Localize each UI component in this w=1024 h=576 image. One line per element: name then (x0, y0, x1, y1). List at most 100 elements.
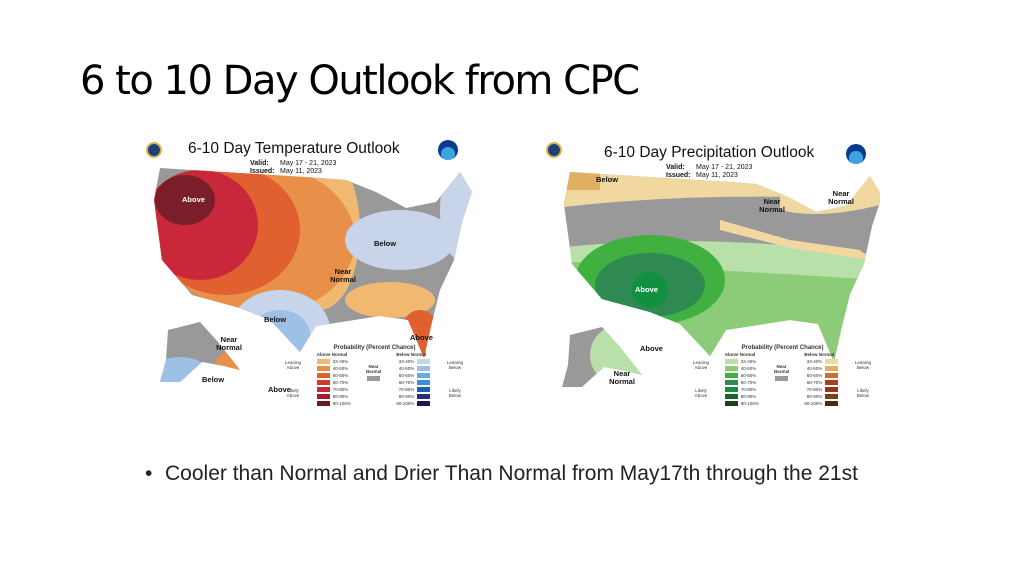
doc-seal-icon (146, 142, 162, 158)
legend-swatch (825, 387, 839, 392)
temperature-outlook-map: 6-10 Day Temperature Outlook Valid: May 1… (140, 130, 480, 415)
legend-row: 33-40% (804, 358, 839, 365)
legend-swatch (825, 401, 839, 406)
legend-swatch (825, 380, 839, 385)
legend-group-label: Leaning Above (284, 360, 302, 370)
legend-swatch (417, 387, 431, 392)
legend-row: 60-70% (316, 379, 351, 386)
legend-header: Above Normal (724, 352, 756, 357)
legend-swatch (417, 373, 431, 378)
legend-row: 50-60% (804, 372, 839, 379)
legend-row: 33-40% (396, 358, 431, 365)
legend-near-normal: Near Normal (771, 352, 791, 407)
legend-swatch (825, 366, 839, 371)
precipitation-map-graphic (562, 172, 880, 387)
legend-row: 50-60% (724, 372, 759, 379)
region-label: Near Normal (609, 369, 635, 386)
legend-group-label: Likely Below (856, 388, 870, 398)
probability-legend: Probability (Percent Chance) Leaning Abov… (282, 345, 467, 407)
legend-group-label: Leaning Below (854, 360, 871, 370)
legend-row: 70-80% (804, 386, 839, 393)
legend-group-label: Likely Below (448, 388, 462, 398)
region-label: Below (264, 315, 287, 324)
legend-swatch (417, 401, 431, 406)
region-label: Near Normal (828, 189, 854, 206)
legend-swatch (316, 366, 330, 371)
legend-swatch (417, 359, 431, 364)
probability-legend: Probability (Percent Chance) Leaning Abov… (690, 345, 875, 407)
legend-row: 40-50% (724, 365, 759, 372)
legend-swatch (316, 401, 330, 406)
legend-row: 60-70% (396, 379, 431, 386)
legend-header: Below Normal (396, 352, 427, 357)
region-label: Above (635, 285, 658, 294)
legend-swatch (825, 359, 839, 364)
region-label: Above (268, 385, 291, 394)
map-title: 6-10 Day Precipitation Outlook (604, 144, 815, 161)
legend-row: 70-80% (316, 386, 351, 393)
region-label: Below (202, 375, 225, 384)
legend-row: 90-100% (724, 400, 759, 407)
precipitation-outlook-map: 6-10 Day Precipitation Outlook Valid: May… (540, 130, 880, 415)
legend-title: Probability (Percent Chance) (741, 345, 824, 351)
region-label: Near Normal (216, 335, 242, 352)
legend-swatch (417, 366, 431, 371)
legend-row: 90-100% (396, 400, 431, 407)
legend-swatch (724, 394, 738, 399)
legend-group-label: Likely Above (286, 388, 300, 398)
legend-swatch (316, 394, 330, 399)
legend-swatch (724, 380, 738, 385)
region-label: Below (374, 239, 397, 248)
region-label: Above (410, 333, 433, 342)
legend-row: 40-50% (316, 365, 351, 372)
bullet-point: • Cooler than Normal and Drier Than Norma… (145, 462, 858, 485)
legend-row: 90-100% (316, 400, 351, 407)
legend-row: 33-40% (724, 358, 759, 365)
legend-swatch (724, 373, 738, 378)
bullet-icon: • (145, 462, 153, 485)
legend-swatch (417, 394, 431, 399)
temperature-map-graphic (154, 168, 472, 382)
region-label: Above (640, 344, 663, 353)
legend-row: 40-50% (804, 365, 839, 372)
region-label: Above (182, 195, 205, 204)
legend-swatch (316, 380, 330, 385)
legend-row: 70-80% (724, 386, 759, 393)
noaa-logo-icon (846, 144, 866, 164)
valid-dates: Valid: May 17 - 21, 2023 Issued: May 11, 20… (250, 160, 337, 175)
region-label: Near Normal (759, 197, 785, 214)
legend-row: 80-90% (396, 393, 431, 400)
legend-row: 60-70% (724, 379, 759, 386)
legend-swatch (724, 387, 738, 392)
legend-title: Probability (Percent Chance) (333, 345, 416, 351)
region-label: Near Normal (330, 267, 356, 284)
slide-title: 6 to 10 Day Outlook from CPC (80, 58, 640, 104)
legend-swatch (316, 387, 330, 392)
valid-dates: Valid: May 17 - 21, 2023 Issued: May 11, 20… (666, 164, 753, 179)
legend-row: 70-80% (396, 386, 431, 393)
legend-row: 33-40% (316, 358, 351, 365)
legend-swatch (316, 373, 330, 378)
region-label: Below (596, 175, 619, 184)
legend-swatch (825, 394, 839, 399)
legend-row: 80-90% (724, 393, 759, 400)
legend-near-normal: Near Normal (363, 352, 383, 407)
legend-row: 50-60% (316, 372, 351, 379)
map-title: 6-10 Day Temperature Outlook (188, 140, 400, 157)
legend-swatch (724, 366, 738, 371)
legend-group-label: Leaning Above (692, 360, 710, 370)
legend-row: 80-90% (316, 393, 351, 400)
legend-header: Above Normal (316, 352, 348, 357)
noaa-logo-icon (438, 140, 458, 160)
legend-group-label: Leaning Below (446, 360, 463, 370)
legend-group-label: Likely Above (694, 388, 708, 398)
legend-row: 90-100% (804, 400, 839, 407)
legend-row: 60-70% (804, 379, 839, 386)
legend-row: 40-50% (396, 365, 431, 372)
legend-header: Below Normal (804, 352, 835, 357)
legend-swatch (724, 401, 738, 406)
legend-swatch (417, 380, 431, 385)
legend-swatch (825, 373, 839, 378)
legend-row: 50-60% (396, 372, 431, 379)
doc-seal-icon (546, 142, 562, 158)
